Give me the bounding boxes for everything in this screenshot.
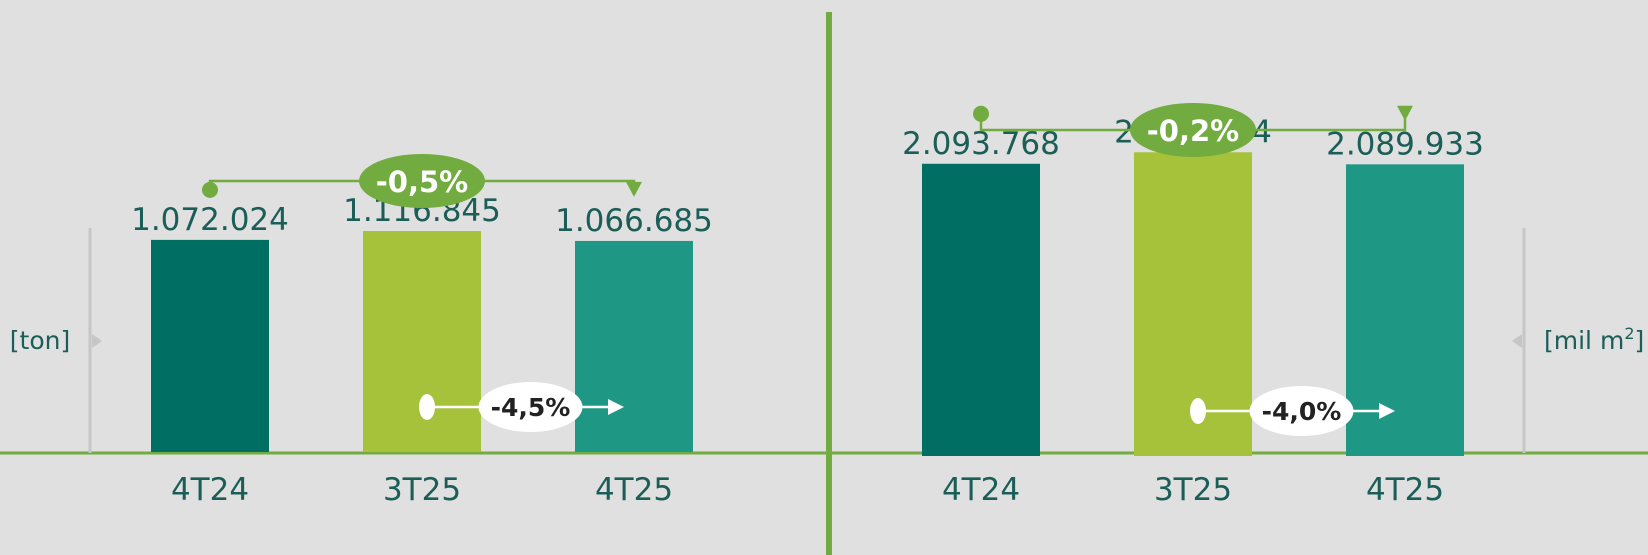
- chart-right: [mil m2] 2.093.7684T242.176.3743T252.089…: [832, 103, 1648, 508]
- category-label: 4T24: [942, 472, 1020, 508]
- qoq-arrow-right-icon: [608, 399, 624, 415]
- chart-left: [ton] 1.072.0244T241.116.8453T251.066.68…: [0, 154, 826, 508]
- bar-4t25: [575, 240, 693, 452]
- axis-arrow-left-icon: [1512, 334, 1522, 348]
- value-label: 1.066.685: [555, 203, 713, 239]
- unit-label-mil-m2: [mil m2]: [1544, 324, 1644, 355]
- qoq-arrow-right-icon: [1379, 403, 1395, 419]
- bracket-arrow-down-icon: [626, 181, 642, 197]
- value-label: 2.093.768: [902, 126, 1060, 162]
- bracket-arrow-down-icon: [1397, 105, 1413, 121]
- bracket-start-dot-icon: [202, 181, 218, 198]
- value-label: 2.089.933: [1326, 126, 1484, 162]
- bar-4t24: [151, 239, 269, 452]
- yoy-badge: [1130, 103, 1256, 157]
- category-label: 4T24: [171, 472, 249, 508]
- yoy-badge: [359, 154, 485, 208]
- bar-3t25: [363, 231, 481, 452]
- qoq-badge: [478, 382, 583, 432]
- category-label: 4T25: [595, 472, 673, 508]
- unit-label-ton: [ton]: [10, 326, 70, 355]
- qoq-badge: [1249, 386, 1354, 436]
- category-label: 4T25: [1366, 472, 1444, 508]
- yoy-change-label: -0,5%: [376, 165, 468, 199]
- qoq-change-label: -4,0%: [1262, 397, 1342, 426]
- category-label: 3T25: [383, 472, 461, 508]
- bar-4t24: [922, 163, 1040, 456]
- category-label: 3T25: [1154, 472, 1232, 508]
- yoy-change-label: -0,2%: [1147, 114, 1239, 148]
- qoq-change-label: -4,5%: [491, 393, 571, 422]
- bracket-start-dot-icon: [973, 105, 989, 122]
- axis-arrow-right-icon: [92, 334, 102, 348]
- value-label: 1.072.024: [131, 202, 289, 238]
- bar-4t25: [1346, 164, 1464, 456]
